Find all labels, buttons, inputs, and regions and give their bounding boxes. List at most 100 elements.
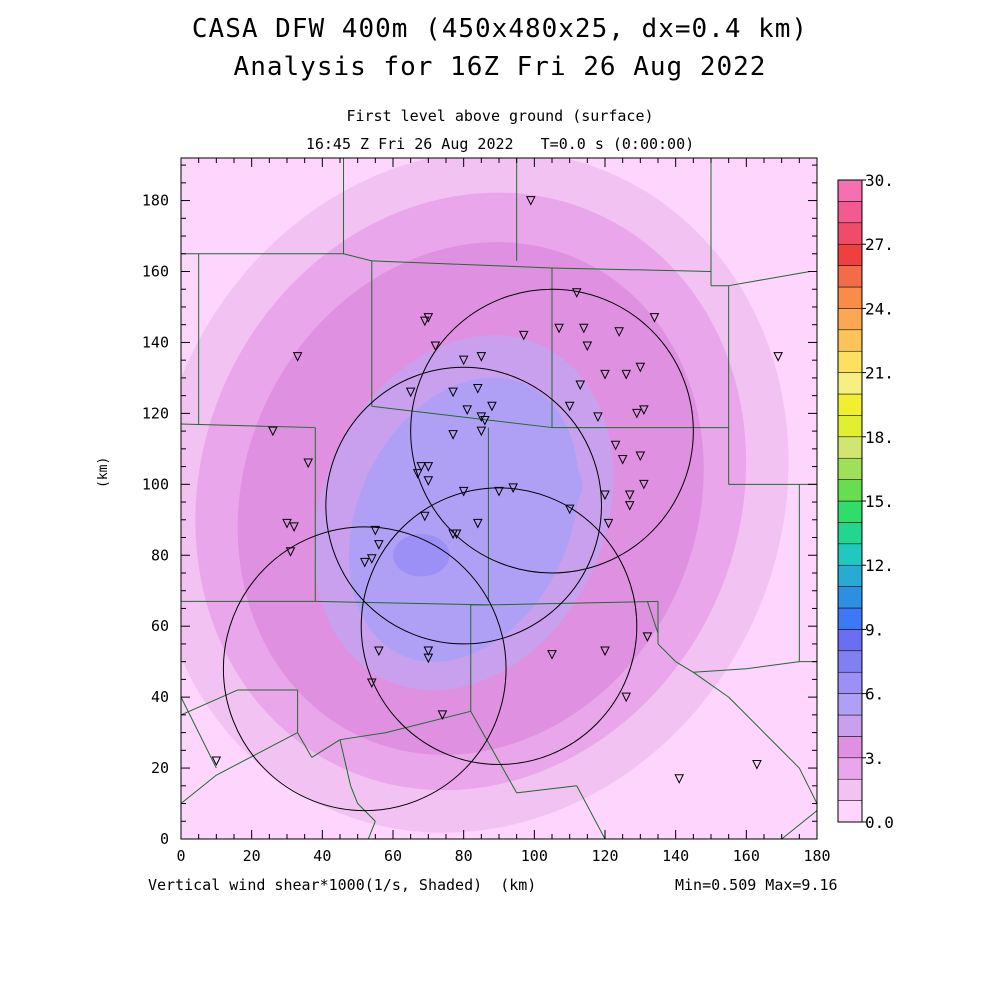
station-marker	[639, 405, 649, 415]
colorbar-swatch	[837, 415, 863, 438]
county-line	[551, 267, 712, 272]
station-marker	[631, 408, 642, 419]
y-tick-label: 20	[151, 759, 169, 777]
colorbar-label: 0.0	[865, 813, 894, 832]
station-marker	[448, 387, 458, 398]
shear-field	[181, 158, 817, 839]
station-marker	[374, 540, 384, 550]
colorbar-swatch	[837, 607, 863, 630]
station-marker	[554, 323, 564, 334]
colorbar-swatch	[837, 201, 863, 224]
shear-contour	[486, 439, 583, 515]
station-marker	[423, 462, 434, 472]
y-tick-label: 160	[142, 263, 169, 281]
colorbar-swatch	[837, 265, 863, 288]
colorbar-label: 21.	[865, 364, 894, 383]
station-marker	[282, 518, 292, 529]
county-line	[746, 661, 800, 670]
county-line	[675, 661, 694, 673]
x-tick-label: 120	[591, 847, 618, 865]
county-line	[798, 767, 817, 804]
county-line	[488, 600, 659, 606]
station-marker	[649, 313, 660, 323]
station-marker	[547, 650, 557, 660]
colorbar-swatch	[837, 436, 863, 459]
county-line	[693, 671, 729, 698]
station-marker	[564, 504, 575, 515]
x-tick-label: 100	[521, 847, 548, 865]
county-line	[781, 810, 817, 839]
station-marker	[303, 458, 314, 469]
station-marker	[571, 288, 582, 298]
station-marker	[412, 469, 423, 479]
station-marker	[451, 529, 462, 540]
station-marker	[366, 678, 377, 689]
station-marker	[476, 352, 487, 362]
x-tick-label: 20	[243, 847, 261, 865]
station-marker	[603, 518, 614, 529]
station-marker	[639, 479, 649, 490]
station-marker	[610, 440, 621, 451]
station-markers	[211, 196, 783, 784]
county-line	[371, 405, 553, 429]
station-marker	[462, 405, 473, 415]
colorbar-swatch	[837, 714, 863, 737]
station-marker	[525, 196, 536, 206]
station-marker	[593, 412, 603, 423]
county-line	[516, 785, 577, 794]
colorbar-label: 24.	[865, 299, 894, 318]
x-tick-label: 180	[803, 847, 830, 865]
station-marker	[674, 774, 685, 784]
county-line	[470, 711, 518, 794]
county-line	[385, 710, 471, 734]
colorbar-swatch	[837, 800, 863, 823]
x-tick-label: 140	[662, 847, 689, 865]
colorbar-swatch	[837, 650, 863, 673]
colorbar-swatch	[837, 543, 863, 566]
station-marker	[494, 486, 504, 497]
colorbar-swatch	[837, 222, 863, 245]
county-line	[367, 821, 376, 839]
x-tick-label: 0	[176, 847, 185, 865]
plot-axes: 0 20 40 60 80 100 120 140 160 180 0 20 40 60 80 100 120 1…	[142, 157, 831, 865]
colorbar-swatch	[837, 736, 863, 759]
station-marker	[289, 522, 299, 532]
station-marker	[448, 430, 458, 440]
county-line	[297, 732, 313, 758]
county-line	[315, 600, 489, 606]
level-label: First level above ground (surface)	[346, 107, 654, 125]
station-marker	[564, 401, 575, 412]
colorbar-label: 27.	[865, 235, 894, 254]
colorbar: 0.0 3. 6. 9. 12. 15. 18. 21. 24. 27. 30.	[837, 171, 894, 832]
county-line	[216, 732, 298, 776]
colorbar-swatch	[837, 479, 863, 502]
county-line	[693, 668, 747, 673]
station-marker	[635, 451, 646, 462]
station-marker	[437, 710, 448, 720]
colorbar-swatch	[837, 457, 863, 480]
station-marker	[359, 557, 370, 568]
colorbar-swatch	[837, 350, 863, 373]
colorbar-swatch	[837, 693, 863, 716]
x-tick-label: 40	[313, 847, 331, 865]
county-line	[311, 739, 341, 758]
station-marker	[472, 518, 483, 529]
station-marker	[472, 384, 483, 394]
colorbar-label: 9.	[865, 620, 884, 639]
colorbar-label: 12.	[865, 556, 894, 575]
county-line	[181, 423, 316, 429]
station-marker	[423, 653, 434, 664]
station-marker	[211, 756, 222, 767]
station-marker	[374, 646, 384, 657]
colorbar-label: 6.	[865, 685, 884, 704]
station-marker	[430, 341, 441, 352]
colorbar-swatch	[837, 629, 863, 652]
chart-subtitle: Analysis for 16Z Fri 26 Aug 2022	[233, 52, 767, 82]
colorbar-label: 3.	[865, 749, 884, 768]
county-line	[371, 260, 553, 269]
station-marker	[518, 330, 529, 341]
station-marker	[600, 490, 610, 501]
x-tick-label: 160	[733, 847, 760, 865]
county-line	[657, 643, 677, 663]
colorbar-swatch	[837, 179, 863, 202]
